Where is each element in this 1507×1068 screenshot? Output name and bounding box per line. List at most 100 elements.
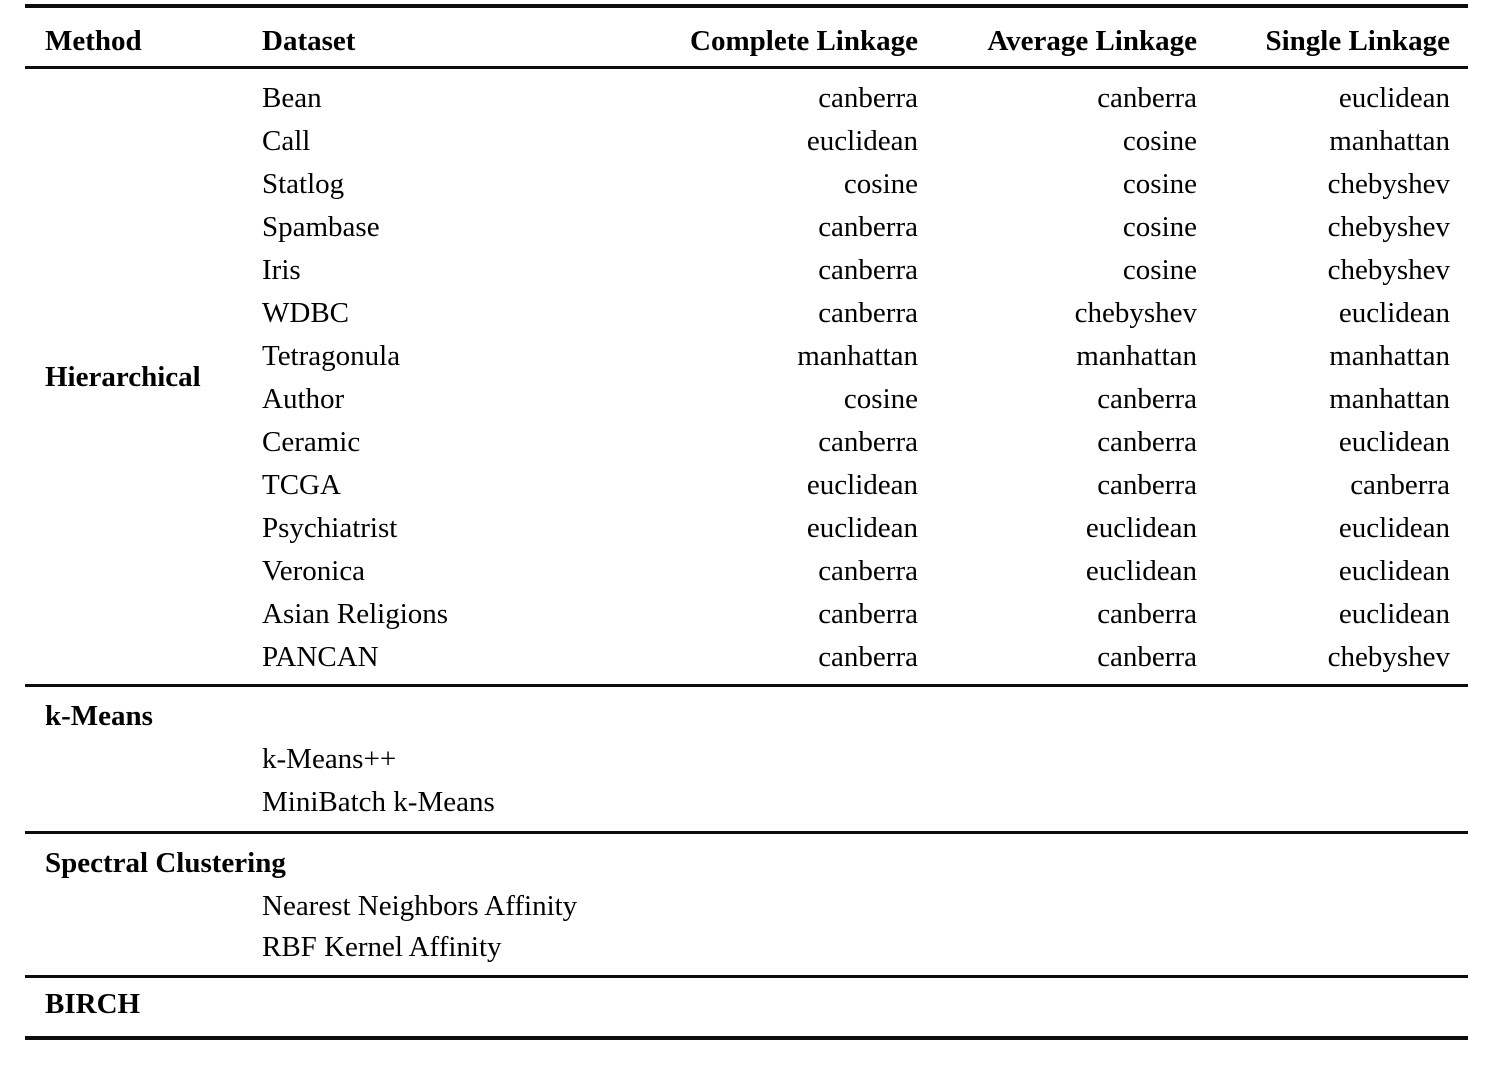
table-row: Nearest Neighbors Affinity: [25, 885, 1468, 928]
cell-complete-linkage: canberra: [818, 211, 918, 243]
cell-single-linkage: manhattan: [1329, 383, 1450, 415]
method-label-kmeans: k-Means: [45, 700, 153, 732]
cell-dataset: k-Means++: [262, 743, 397, 775]
cell-complete-linkage: euclidean: [806, 512, 918, 544]
cell-dataset: MiniBatch k-Means: [262, 786, 495, 818]
cell-dataset: Spambase: [262, 211, 380, 243]
table-row: Tetragonula manhattan manhattan manhatta…: [25, 335, 1468, 378]
table-row: Veronica canberra euclidean euclidean: [25, 550, 1468, 593]
table-rule-section-1: [25, 684, 1468, 687]
cell-complete-linkage: canberra: [818, 598, 918, 630]
hierarchical-section-rows: Bean canberra canberra euclidean Call eu…: [25, 77, 1468, 679]
section-header-birch-row: BIRCH: [25, 983, 1468, 1026]
cell-dataset: Veronica: [262, 555, 366, 587]
cell-complete-linkage: cosine: [843, 383, 918, 415]
cell-complete-linkage: cosine: [843, 168, 918, 200]
cell-complete-linkage: canberra: [818, 555, 918, 587]
table-row: Bean canberra canberra euclidean: [25, 77, 1468, 120]
cell-average-linkage: canberra: [1097, 641, 1197, 673]
cell-average-linkage: canberra: [1097, 469, 1197, 501]
cell-dataset: PANCAN: [262, 641, 379, 673]
cell-single-linkage: canberra: [1350, 469, 1450, 501]
cell-complete-linkage: manhattan: [797, 340, 918, 372]
cell-average-linkage: cosine: [1122, 254, 1197, 286]
cell-complete-linkage: canberra: [818, 254, 918, 286]
cell-complete-linkage: euclidean: [806, 469, 918, 501]
cell-dataset: Ceramic: [262, 426, 361, 458]
table-rule-section-3: [25, 975, 1468, 978]
table-row: k-Means++: [25, 738, 1468, 781]
cell-single-linkage: euclidean: [1338, 598, 1450, 630]
cell-single-linkage: chebyshev: [1327, 168, 1450, 200]
table-row: Call euclidean cosine manhattan: [25, 120, 1468, 163]
cell-average-linkage: euclidean: [1085, 512, 1197, 544]
table-rule-bottom: [25, 1036, 1468, 1040]
cell-complete-linkage: canberra: [818, 641, 918, 673]
table-row: WDBC canberra chebyshev euclidean: [25, 292, 1468, 335]
header-dataset: Dataset: [262, 25, 356, 57]
cell-dataset: Tetragonula: [262, 340, 401, 372]
method-label-birch: BIRCH: [45, 988, 141, 1020]
cell-single-linkage: manhattan: [1329, 340, 1450, 372]
section-header-spectral-row: Spectral Clustering: [25, 842, 1468, 885]
cell-dataset: Statlog: [262, 168, 345, 200]
header-method: Method: [45, 25, 142, 57]
cell-average-linkage: cosine: [1122, 168, 1197, 200]
table-row: Spambase canberra cosine chebyshev: [25, 206, 1468, 249]
table-row: RBF Kernel Affinity: [25, 926, 1468, 969]
cell-dataset: WDBC: [262, 297, 349, 329]
cell-average-linkage: manhattan: [1076, 340, 1197, 372]
table-row: MiniBatch k-Means: [25, 781, 1468, 824]
cell-dataset: RBF Kernel Affinity: [262, 931, 502, 963]
cell-average-linkage: chebyshev: [1074, 297, 1197, 329]
cell-dataset: Nearest Neighbors Affinity: [262, 890, 578, 922]
cell-complete-linkage: canberra: [818, 426, 918, 458]
table-row: TCGA euclidean canberra canberra: [25, 464, 1468, 507]
cell-single-linkage: manhattan: [1329, 125, 1450, 157]
cell-average-linkage: cosine: [1122, 211, 1197, 243]
table-row: Asian Religions canberra canberra euclid…: [25, 593, 1468, 636]
method-label-spectral-clustering: Spectral Clustering: [45, 847, 286, 879]
table-row: PANCAN canberra canberra chebyshev: [25, 636, 1468, 679]
table-rule-top: [25, 4, 1468, 8]
cell-dataset: Author: [262, 383, 345, 415]
table-row: Ceramic canberra canberra euclidean: [25, 421, 1468, 464]
header-complete-linkage: Complete Linkage: [690, 25, 918, 57]
cell-dataset: Asian Religions: [262, 598, 449, 630]
cell-single-linkage: chebyshev: [1327, 254, 1450, 286]
cell-single-linkage: euclidean: [1338, 426, 1450, 458]
table-row: Psychiatrist euclidean euclidean euclide…: [25, 507, 1468, 550]
cell-single-linkage: euclidean: [1338, 555, 1450, 587]
cell-dataset: TCGA: [262, 469, 341, 501]
header-average-linkage: Average Linkage: [987, 25, 1197, 57]
cell-dataset: Call: [262, 125, 311, 157]
section-header-kmeans-row: k-Means: [25, 695, 1468, 738]
cell-single-linkage: chebyshev: [1327, 211, 1450, 243]
method-label-hierarchical: Hierarchical: [45, 361, 201, 393]
cell-dataset: Bean: [262, 82, 322, 114]
table-header-row: Method Dataset Complete Linkage Average …: [25, 18, 1468, 64]
table-row: Iris canberra cosine chebyshev: [25, 249, 1468, 292]
table-row: Statlog cosine cosine chebyshev: [25, 163, 1468, 206]
cell-single-linkage: chebyshev: [1327, 641, 1450, 673]
cell-average-linkage: canberra: [1097, 598, 1197, 630]
cell-single-linkage: euclidean: [1338, 512, 1450, 544]
cell-complete-linkage: euclidean: [806, 125, 918, 157]
header-single-linkage: Single Linkage: [1265, 25, 1450, 57]
cell-average-linkage: canberra: [1097, 426, 1197, 458]
cell-average-linkage: canberra: [1097, 82, 1197, 114]
cell-complete-linkage: canberra: [818, 82, 918, 114]
cell-dataset: Psychiatrist: [262, 512, 398, 544]
linkage-metrics-table: Method Dataset Complete Linkage Average …: [25, 0, 1468, 1068]
cell-single-linkage: euclidean: [1338, 297, 1450, 329]
cell-single-linkage: euclidean: [1338, 82, 1450, 114]
table-rule-header-bottom: [25, 66, 1468, 69]
cell-dataset: Iris: [262, 254, 301, 286]
table-rule-section-2: [25, 831, 1468, 834]
cell-average-linkage: cosine: [1122, 125, 1197, 157]
cell-complete-linkage: canberra: [818, 297, 918, 329]
cell-average-linkage: euclidean: [1085, 555, 1197, 587]
cell-average-linkage: canberra: [1097, 383, 1197, 415]
table-row: Author cosine canberra manhattan: [25, 378, 1468, 421]
